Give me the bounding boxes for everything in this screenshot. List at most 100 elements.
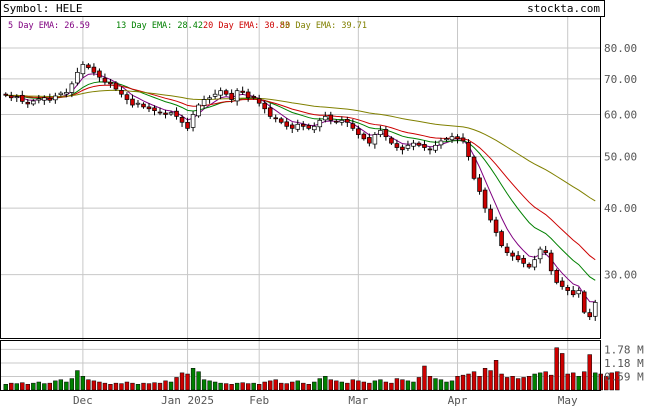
candle [3,92,9,98]
ema-20-line [5,84,596,261]
candle [334,119,339,125]
candle [323,111,328,123]
candle-body-up [317,119,323,128]
candle-body-up [80,64,86,75]
candle [69,81,75,98]
volume-tick-label: 1.18 M [604,357,644,370]
candle-body-down [422,144,427,148]
candle [515,251,521,263]
candle-body-down [91,66,97,73]
volume-bar [482,368,488,391]
candle [212,89,218,99]
candle-body-up [212,93,218,97]
candle-body-down [581,291,587,313]
price-tick-label: 60.00 [604,108,637,121]
candle-body-down [334,120,339,123]
candle [416,141,422,148]
candle [400,144,405,155]
price-tick-label: 70.00 [604,73,637,86]
candle [124,92,130,105]
candle [449,132,455,143]
candle [58,91,64,97]
volume-bar [367,382,372,391]
candle [433,140,438,153]
volume-bar [229,384,234,391]
candle-body-down [389,137,394,144]
volume-bar [36,381,41,391]
volume-bar [405,380,411,391]
candle [587,308,593,320]
volume-bar [212,381,218,391]
volume-bar [449,380,455,391]
candle-body-down [251,96,256,99]
candle [510,250,515,261]
candle [141,102,146,109]
candle-body-up [64,92,69,95]
volume-bar [532,373,537,391]
candle [289,122,295,134]
candle-body-down [493,219,499,233]
candle-body-up [378,130,383,135]
candle-body-down [504,246,510,253]
candle-body-down [328,114,334,121]
candle-body-up [295,123,301,130]
volume-bar [548,374,554,391]
candle [20,90,25,104]
volume-bar [383,381,389,391]
candle-body-down [163,112,168,115]
candle [405,140,411,151]
candle-body-up [135,102,141,105]
candle-body-up [323,116,328,121]
candle-body-down [124,94,130,100]
candle-body-down [141,103,146,108]
candle-body-down [185,121,190,129]
candle [190,111,196,132]
candle [394,139,400,151]
candle-body-up [190,114,196,128]
candle [262,100,267,114]
candle [207,95,212,104]
volume-bar [119,383,124,391]
volume-bar [64,381,69,391]
candle [300,121,306,131]
candle [581,290,587,315]
volume-bar [416,377,422,391]
candle [278,116,284,125]
symbol-label: Symbol: HELE [3,2,82,15]
candle [559,277,565,290]
candle-body-down [300,123,306,127]
candle-body-down [146,106,152,110]
volume-bar [345,382,350,391]
candle [168,110,174,116]
candle-body-down [157,111,163,114]
volume-bar [560,353,565,391]
candle-body-down [245,91,251,99]
volume-bar [196,371,201,391]
volume-bar [394,378,400,391]
candle-body-down [466,142,471,157]
candle [532,255,537,271]
volume-bar [537,372,543,391]
candle-body-up [411,142,416,147]
candle-body-down [559,280,565,287]
candle [135,99,141,108]
volume-bar [141,382,146,391]
volume-bar [504,377,510,391]
candle [284,117,290,130]
volume-bar [312,381,317,391]
candle-body-down [25,101,31,105]
volume-bar [306,384,311,391]
date-tick-label: Mar [348,394,368,406]
candle [504,243,510,256]
volume-tick-label: 0.59 M [604,371,644,384]
volume-bar [615,371,620,391]
candle-body-down [587,312,593,318]
candle-body-up [438,140,444,146]
candle [482,187,488,213]
candle [339,116,345,126]
candle [570,285,576,298]
candle [91,63,97,76]
candle [47,93,53,103]
candle [97,68,102,82]
